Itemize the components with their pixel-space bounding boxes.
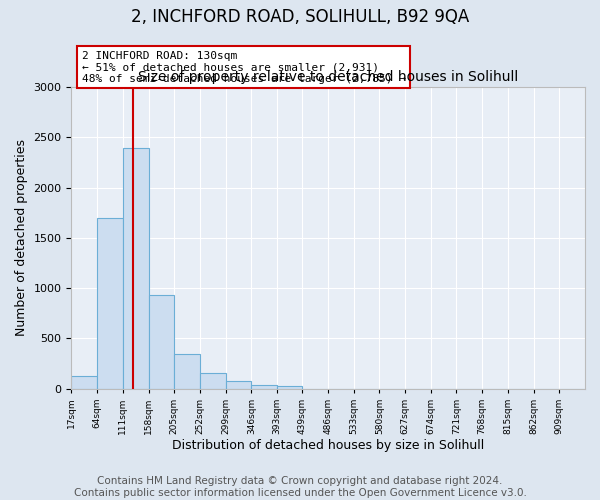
Bar — [200, 374, 226, 388]
Bar — [97, 218, 123, 388]
Bar — [277, 386, 302, 388]
Bar — [251, 384, 277, 388]
Text: 2 INCHFORD ROAD: 130sqm
← 51% of detached houses are smaller (2,931)
48% of semi: 2 INCHFORD ROAD: 130sqm ← 51% of detache… — [82, 51, 406, 84]
Text: Contains HM Land Registry data © Crown copyright and database right 2024.
Contai: Contains HM Land Registry data © Crown c… — [74, 476, 526, 498]
X-axis label: Distribution of detached houses by size in Solihull: Distribution of detached houses by size … — [172, 440, 484, 452]
Y-axis label: Number of detached properties: Number of detached properties — [15, 140, 28, 336]
Text: 2, INCHFORD ROAD, SOLIHULL, B92 9QA: 2, INCHFORD ROAD, SOLIHULL, B92 9QA — [131, 8, 469, 26]
Bar — [71, 376, 97, 388]
Title: Size of property relative to detached houses in Solihull: Size of property relative to detached ho… — [138, 70, 518, 85]
Bar — [149, 295, 174, 388]
Bar — [174, 354, 200, 388]
Bar — [226, 381, 251, 388]
Bar — [123, 148, 149, 388]
